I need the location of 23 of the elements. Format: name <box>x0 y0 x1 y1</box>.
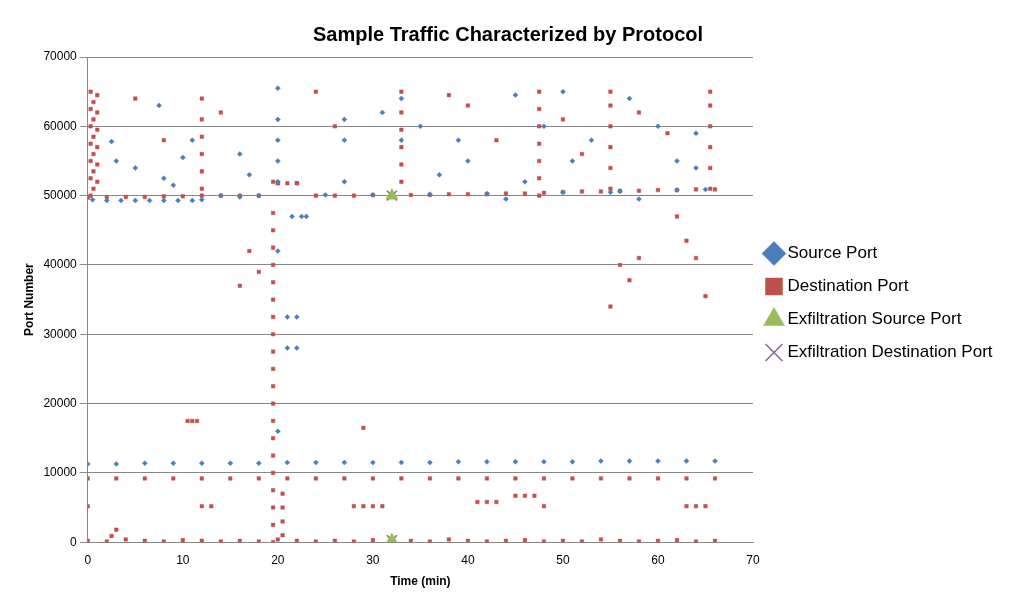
legend-label: Exfiltration Source Port <box>787 309 962 329</box>
chart-title: Sample Traffic Characterized by Protocol <box>312 22 704 45</box>
x-tick-label: 0 <box>84 552 92 567</box>
x-tick-label: 30 <box>366 552 380 567</box>
y-tick-label: 30000 <box>43 326 78 341</box>
x-tick-label: 70 <box>746 552 760 567</box>
x-tick-label: 10 <box>176 552 190 567</box>
y-tick-label: 20000 <box>43 395 78 410</box>
y-tick-label: 70000 <box>43 49 78 64</box>
legend-label: Destination Port <box>787 276 909 296</box>
legend-label: Exfiltration Destination Port <box>787 342 993 362</box>
y-tick-label: 40000 <box>43 257 78 272</box>
x-tick-label: 60 <box>651 552 665 567</box>
y-tick-label: 50000 <box>43 187 78 202</box>
y-tick-label: 0 <box>70 534 78 549</box>
legend-label: Source Port <box>787 243 878 263</box>
y-axis-title: Port Number <box>21 262 36 336</box>
x-tick-label: 20 <box>271 552 285 567</box>
x-tick-label: 40 <box>461 552 475 567</box>
x-axis-title: Time (min) <box>390 574 451 589</box>
y-tick-label: 10000 <box>43 465 78 480</box>
x-tick-label: 50 <box>556 552 570 567</box>
y-tick-label: 60000 <box>43 118 78 133</box>
